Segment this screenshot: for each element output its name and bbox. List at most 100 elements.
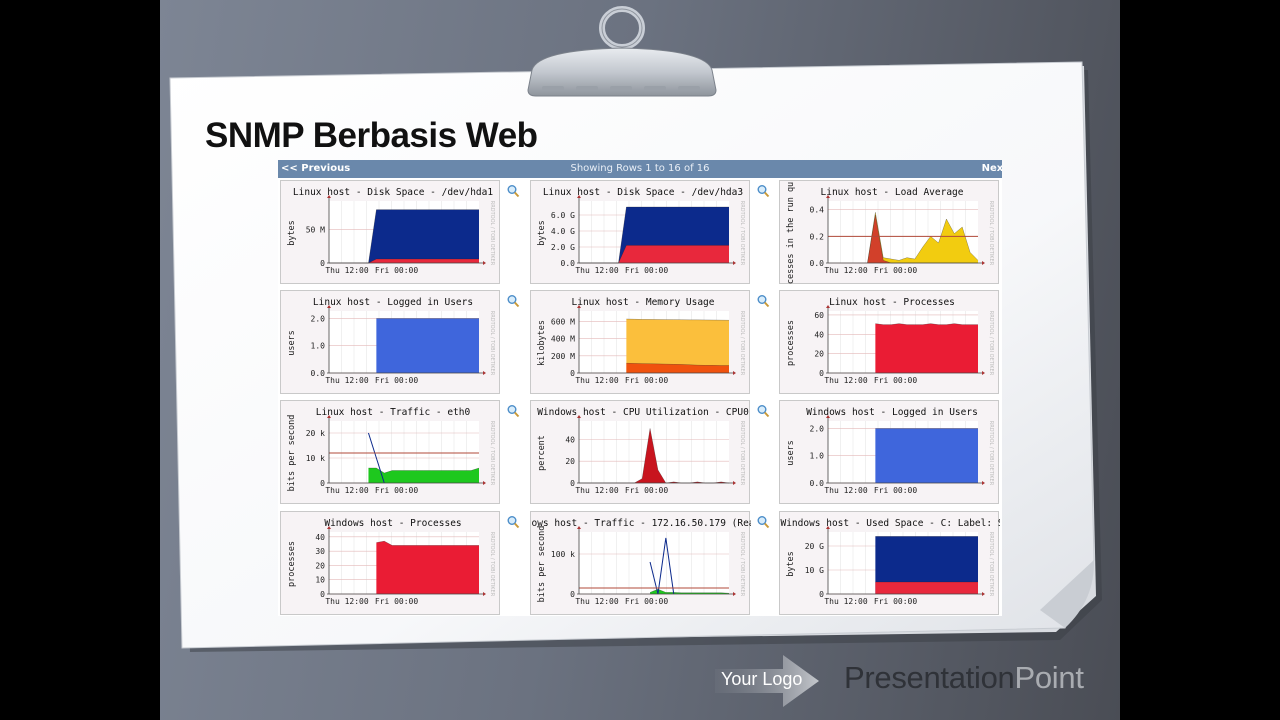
brand-part-1: Presentation [844,660,1015,695]
x-tick-label: Thu 12:00 [824,266,868,275]
x-tick-label: Fri 00:00 [625,376,669,385]
zoom-magnifier-icon[interactable] [756,515,770,529]
graph-card[interactable]: 0.0 1.0 2.0 Thu 12:00 Fri 00:00 Linux host - … [280,290,500,394]
y-axis-arrow-icon [826,415,830,418]
y-axis-label: kilobytes [537,320,547,366]
graph-image[interactable]: 0 10 G 20 G Thu 12:00 Fri 00:00 Windows host … [780,512,1000,616]
x-tick-label: Thu 12:00 [575,486,619,495]
x-tick-label: Thu 12:00 [325,376,369,385]
series-area [875,323,978,373]
x-axis-arrow-icon [483,371,486,375]
series-outline [649,588,730,594]
graph-image[interactable]: 0 200 M 400 M 600 M Thu 12:00 Fri 00:00 Linux … [531,291,751,395]
y-tick-label: 40 [565,435,575,444]
y-tick-label: 20 [565,457,575,466]
graph-card[interactable]: 0 200 M 400 M 600 M Thu 12:00 Fri 00:00 Linux … [530,290,750,394]
y-tick-label: 0 [570,590,575,599]
series-line [649,537,675,595]
zoom-magnifier-icon[interactable] [506,404,520,418]
zoom-magnifier-icon[interactable] [506,184,520,198]
y-tick-label: 0 [320,259,325,268]
graph-image[interactable]: 0 10 k 20 k Thu 12:00 Fri 00:00 Linux host - … [281,401,501,505]
y-tick-label: 6.0 G [551,211,575,220]
y-axis-arrow-icon [826,195,830,198]
graph-image[interactable]: 0 20 40 60 Thu 12:00 Fri 00:00 Linux host - Pr… [780,291,1000,395]
y-tick-label: 0.0 [810,479,825,488]
y-axis-arrow-icon [826,526,830,529]
x-tick-label: Thu 12:00 [575,266,619,275]
x-axis-arrow-icon [733,261,736,265]
graph-image[interactable]: 0 10 20 30 40 Thu 12:00 Fri 00:00 Windows host … [281,512,501,616]
x-tick-label: Fri 00:00 [874,266,918,275]
pagination-bar: Showing Rows 1 to 16 of 16 << Previous N… [278,160,1002,178]
series-area [626,319,729,373]
graph-card[interactable]: 0 20 40 60 Thu 12:00 Fri 00:00 Linux host - Pr… [779,290,999,394]
previous-link[interactable]: << Previous [281,163,351,174]
graph-image[interactable]: 0 100 k Thu 12:00 Fri 00:00 Windows host - T… [531,512,751,616]
graph-title: Linux host - Logged in Users [313,297,473,308]
series-area [626,363,729,373]
graph-title: Windows host - CPU Utilization - CPU0 [537,407,749,418]
graph-title: Linux host - Traffic - eth0 [316,407,471,418]
graph-card[interactable]: 0 10 G 20 G Thu 12:00 Fri 00:00 Windows host … [779,511,1000,616]
graph-image[interactable]: 0.0 1.0 2.0 Thu 12:00 Fri 00:00 Linux host - … [281,291,501,395]
y-tick-label: 60 [814,311,824,320]
y-tick-label: 0.4 [810,206,825,215]
y-tick-label: 0 [819,369,824,378]
graph-image[interactable]: 0.0 1.0 2.0 Thu 12:00 Fri 00:00 Windows host … [780,401,1000,505]
rrdtool-watermark: RRDTOOL / TOBI OETIKER [489,311,495,376]
graph-title: Linux host - Load Average [821,187,964,198]
next-link[interactable]: Next [981,163,1002,174]
graph-card[interactable]: 0.0 0.2 0.4 Thu 12:00 Fri 00:00 Linux host - … [779,180,999,284]
zoom-magnifier-icon[interactable] [506,515,520,529]
logo-text: Your Logo [721,669,803,689]
graph-card[interactable]: 0.0 2.0 G 4.0 G 6.0 G Thu 12:00 Fri 00:00 Linu… [530,180,750,284]
graph-card[interactable]: 0 50 M Thu 12:00 Fri 00:00 Linux host - Disk… [280,180,500,284]
y-axis-label: bits per second [537,526,547,603]
rrdtool-watermark: RRDTOOL / TOBI OETIKER [489,532,495,597]
graph-card[interactable]: 0 10 20 30 40 Thu 12:00 Fri 00:00 Windows host … [280,511,500,615]
rrdtool-watermark: RRDTOOL / TOBI OETIKER [489,421,495,486]
graph-title: Windows host - Processes [324,518,461,529]
zoom-magnifier-icon[interactable] [756,184,770,198]
x-tick-label: Fri 00:00 [874,376,918,385]
rrdtool-watermark: RRDTOOL / TOBI OETIKER [988,311,994,376]
zoom-magnifier-icon[interactable] [506,294,520,308]
y-tick-label: 0.0 [311,369,326,378]
graph-image[interactable]: 0 20 40 Thu 12:00 Fri 00:00 Windows host - CP… [531,401,751,505]
graph-title: Linux host - Processes [829,297,955,308]
slide: SNMP Berbasis Web Showing Rows 1 to 16 o… [160,0,1120,720]
cacti-graph-screenshot: Showing Rows 1 to 16 of 16 << Previous N… [278,160,1002,616]
slide-title: SNMP Berbasis Web [205,116,538,155]
graph-card[interactable]: 0 10 k 20 k Thu 12:00 Fri 00:00 Linux host - … [280,400,500,504]
graph-image[interactable]: 0 50 M Thu 12:00 Fri 00:00 Linux host - Disk… [281,181,501,285]
series-outline [626,362,729,366]
rrdtool-watermark: RRDTOOL / TOBI OETIKER [489,201,495,266]
graph-card[interactable]: 0 20 40 Thu 12:00 Fri 00:00 Windows host - CP… [530,400,750,504]
y-tick-label: 20 G [805,542,824,551]
y-axis-arrow-icon [327,195,331,198]
graph-image[interactable]: 0.0 2.0 G 4.0 G 6.0 G Thu 12:00 Fri 00:00 Linu… [531,181,751,285]
y-tick-label: 2.0 G [551,243,575,252]
graph-title: Linux host - Disk Space - /dev/hda3 [543,187,743,198]
graph-image[interactable]: 0.0 0.2 0.4 Thu 12:00 Fri 00:00 Linux host - … [780,181,1000,285]
y-axis-arrow-icon [577,195,581,198]
y-tick-label: 600 M [551,318,575,327]
zoom-magnifier-icon[interactable] [756,404,770,418]
graph-title: Windows host - Used Space - C: Label: S [780,518,1000,529]
graph-title: Windows host - Traffic - 172.16.50.179 (… [531,518,751,529]
y-axis-arrow-icon [327,526,331,529]
y-axis-arrow-icon [327,305,331,308]
y-axis-label: percent [537,435,547,471]
y-axis-arrow-icon [327,415,331,418]
y-tick-label: 30 [315,547,325,556]
x-tick-label: Thu 12:00 [824,486,868,495]
graph-card[interactable]: 0 100 k Thu 12:00 Fri 00:00 Windows host - T… [530,511,751,616]
x-tick-label: Fri 00:00 [874,597,918,606]
y-tick-label: 20 k [306,429,325,438]
x-tick-label: Thu 12:00 [325,266,369,275]
graph-card[interactable]: 0.0 1.0 2.0 Thu 12:00 Fri 00:00 Windows host … [779,400,999,504]
zoom-magnifier-icon[interactable] [756,294,770,308]
rrdtool-watermark: RRDTOOL / TOBI OETIKER [988,532,994,597]
y-tick-label: 40 [315,533,325,542]
